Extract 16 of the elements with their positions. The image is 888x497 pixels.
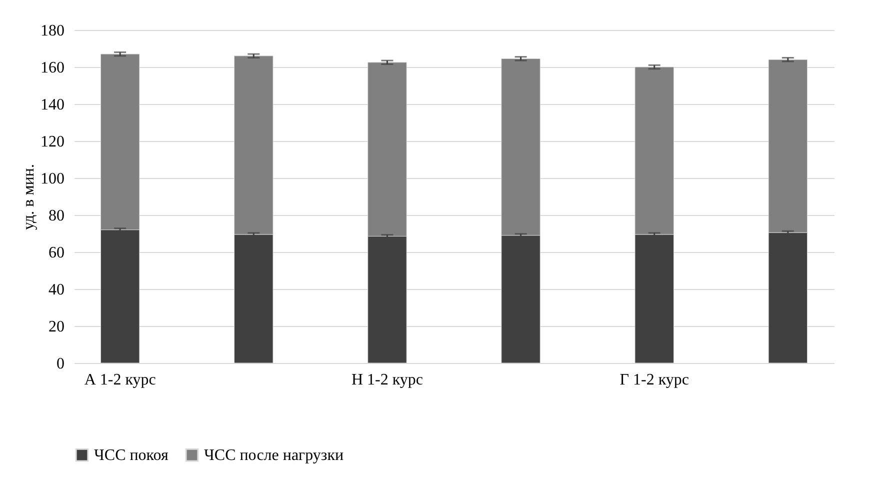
y-tick-label: 20	[48, 318, 64, 336]
y-tick-label: 80	[48, 208, 64, 224]
y-tick-label: 160	[40, 60, 64, 76]
y-tick-label: 180	[40, 22, 64, 40]
y-tick-label: 40	[48, 282, 64, 298]
y-tick-label: 120	[40, 134, 64, 150]
x-tick-label: Г 1-2 курс	[620, 372, 689, 388]
legend-label: ЧСС покоя	[94, 447, 169, 464]
y-tick-label: 100	[40, 170, 64, 188]
x-tick-label: Н 1-2 курс	[351, 372, 423, 388]
y-tick-label: 0	[56, 356, 64, 372]
y-tick-label: 140	[40, 96, 64, 114]
y-tick-label: 60	[48, 244, 64, 262]
legend-label: ЧСС после нагрузки	[204, 447, 344, 464]
x-tick-label: А 1-2 курс	[84, 372, 156, 388]
y-axis-title: уд. в мин.	[20, 164, 38, 230]
